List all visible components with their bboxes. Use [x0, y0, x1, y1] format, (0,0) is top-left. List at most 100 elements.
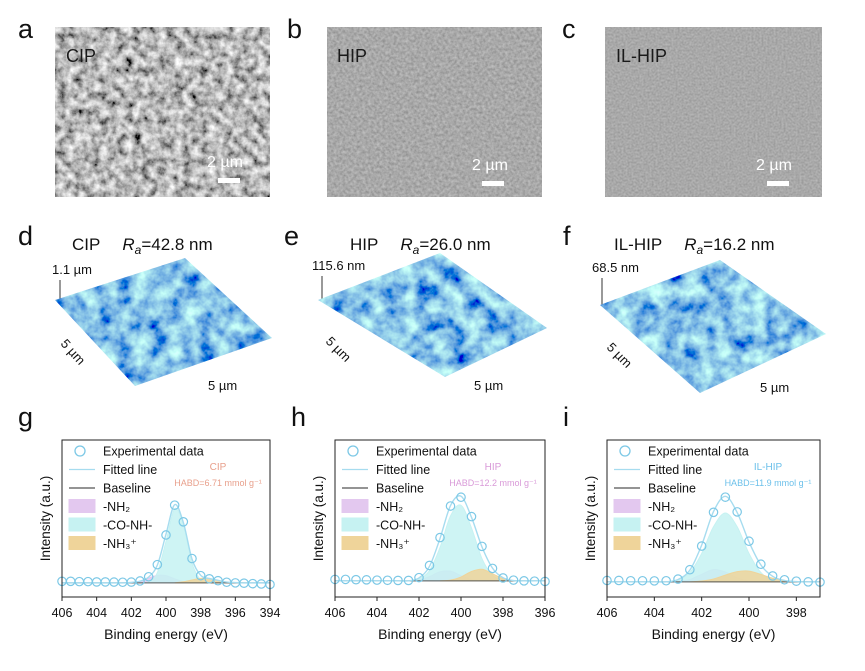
- data-point: [256, 579, 267, 589]
- y-size-label: 5 µm: [323, 334, 354, 365]
- data-point: [487, 563, 498, 574]
- legend-symbol: [68, 517, 96, 532]
- plot-area: [57, 500, 275, 590]
- panel-label: c: [562, 14, 576, 44]
- legend-label: -NH₂: [648, 500, 675, 514]
- scale-label: 2 µm: [207, 154, 243, 171]
- legend-label: Experimental data: [376, 445, 477, 459]
- annotation: HIP: [485, 462, 502, 473]
- legend-symbol: [68, 499, 96, 513]
- x-tick-label: 396: [225, 606, 246, 620]
- ra-symbol: R: [400, 235, 412, 254]
- data-point: [435, 532, 445, 543]
- data-point: [519, 576, 529, 586]
- x-tick-label: 406: [325, 606, 346, 620]
- data-point: [100, 577, 111, 587]
- legend-symbol: [347, 445, 359, 457]
- legend-label: Fitted line: [648, 463, 702, 477]
- x-tick-label: 400: [739, 606, 760, 620]
- x-tick-label: 398: [493, 606, 514, 620]
- plot-area: [602, 492, 825, 587]
- data-point: [685, 564, 695, 575]
- legend-symbol: [74, 445, 86, 457]
- legend-label: Fitted line: [376, 463, 430, 477]
- legend-label: -NH₃⁺: [103, 537, 137, 551]
- sem-image: [327, 27, 542, 197]
- legend-symbol: [613, 499, 641, 513]
- data-point: [187, 553, 197, 564]
- afm-surface: [600, 260, 826, 393]
- data-point: [637, 575, 648, 586]
- data-point: [109, 577, 119, 587]
- y-size-label: 5 µm: [58, 336, 89, 368]
- legend-label: Baseline: [648, 482, 696, 496]
- ra-subscript: a: [413, 243, 420, 257]
- legend-symbol: [341, 499, 369, 513]
- data-point: [767, 571, 778, 581]
- sample-label: IL-HIP: [616, 46, 667, 66]
- legend-label: -CO-NH-: [103, 519, 152, 533]
- x-tick-label: 404: [86, 606, 107, 620]
- data-point: [614, 575, 624, 586]
- data-point: [382, 575, 393, 586]
- data-point: [83, 576, 93, 587]
- data-point: [414, 572, 424, 583]
- ra-value: =16.2 nm: [703, 235, 774, 254]
- ra-value: =26.0 nm: [419, 235, 490, 254]
- data-point: [466, 511, 477, 522]
- data-point: [625, 575, 636, 586]
- plot-frame: [61, 439, 271, 598]
- plot-frame: [606, 439, 821, 598]
- x-tick-label: 404: [644, 606, 665, 620]
- component-area: [408, 504, 514, 582]
- panel-label: d: [18, 221, 33, 251]
- legend-label: Experimental data: [648, 445, 749, 459]
- x-tick-label: 400: [451, 606, 472, 620]
- y-axis-label: Intensity (a.u.): [38, 476, 53, 562]
- data-point: [361, 575, 372, 585]
- legend-symbol: [68, 536, 96, 550]
- data-point: [74, 576, 85, 587]
- data-point: [424, 560, 435, 571]
- scale-bar: [218, 178, 240, 183]
- legend-symbol: [619, 445, 631, 457]
- data-point: [372, 575, 382, 585]
- data-point: [791, 576, 802, 586]
- data-point: [178, 516, 189, 527]
- legend-symbol: [341, 517, 369, 532]
- x-tick-label: 396: [535, 606, 556, 620]
- data-point: [720, 492, 731, 502]
- data-point: [696, 541, 707, 551]
- x-tick-label: 398: [786, 606, 807, 620]
- legend-label: -NH₂: [376, 500, 403, 514]
- data-point: [649, 576, 660, 586]
- annotation: CIP: [210, 462, 227, 473]
- data-point: [340, 574, 351, 585]
- x-axis-label: Binding energy (eV): [104, 626, 228, 642]
- data-point: [779, 574, 790, 585]
- ra-value: =42.8 nm: [141, 235, 212, 254]
- data-point: [508, 575, 519, 585]
- data-point: [732, 507, 742, 517]
- data-point: [135, 576, 145, 586]
- data-point: [351, 574, 361, 585]
- data-point: [91, 577, 102, 587]
- fitted-line: [62, 503, 270, 584]
- data-point: [65, 576, 76, 587]
- panel-label: f: [563, 221, 571, 251]
- panel-label: h: [291, 402, 306, 432]
- data-point: [708, 507, 719, 518]
- data-point: [498, 573, 508, 583]
- x-size-label: 5 µm: [208, 378, 237, 393]
- z-label: 1.1 µm: [52, 262, 92, 277]
- afm-title: HIP Ra=26.0 nm: [350, 235, 491, 257]
- data-point: [403, 575, 414, 586]
- x-tick-label: 402: [409, 606, 430, 620]
- data-point: [673, 574, 683, 584]
- data-point: [143, 571, 154, 582]
- legend-symbol: [341, 536, 369, 550]
- data-point: [161, 530, 171, 540]
- data-point: [152, 559, 163, 570]
- data-point: [169, 500, 180, 510]
- sample-label: IL-HIP: [614, 235, 662, 254]
